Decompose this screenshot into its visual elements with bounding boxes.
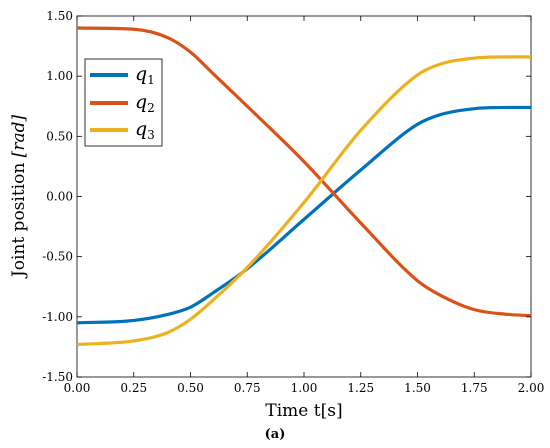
y-tick-label: -0.50 <box>42 250 73 264</box>
y-tick-label: 0.00 <box>46 190 73 204</box>
x-tick-label: 0.25 <box>120 381 147 395</box>
y-tick-label: -1.50 <box>42 370 73 384</box>
x-tick-label: 1.25 <box>347 381 374 395</box>
series-line-q3 <box>76 55 531 347</box>
series-line-q1 <box>76 105 531 325</box>
legend-label-q3: q3 <box>135 118 155 142</box>
x-tick-label: 0.50 <box>177 381 204 395</box>
y-tick-label: 0.50 <box>46 129 73 143</box>
legend-label-q1: q1 <box>135 63 155 87</box>
legend-label-q2: q2 <box>135 91 155 115</box>
y-tick-label: 1.50 <box>46 9 73 23</box>
figure-caption: (a) <box>265 427 286 442</box>
x-axis-label: Time t[s] <box>265 401 342 421</box>
ticks-layer: 0.00 0.25 0.50 0.75 1.00 1.25 1.50 1.75 2.00 -1.5… <box>42 9 544 395</box>
series-layer <box>76 26 532 347</box>
y-axis-label: Joint position [rad] <box>9 115 29 280</box>
x-tick-label: 0.00 <box>64 381 91 395</box>
y-tick-label: 1.00 <box>46 69 73 83</box>
y-tick-label: -1.00 <box>42 310 73 324</box>
x-tick-label: 1.50 <box>404 381 431 395</box>
x-tick-label: 2.00 <box>518 381 545 395</box>
legend: q1 q2 q3 <box>84 58 163 147</box>
x-tick-label: 1.75 <box>461 381 488 395</box>
series-line-q2 <box>76 26 532 318</box>
x-tick-label: 0.75 <box>234 381 261 395</box>
x-tick-label: 1.00 <box>291 381 318 395</box>
